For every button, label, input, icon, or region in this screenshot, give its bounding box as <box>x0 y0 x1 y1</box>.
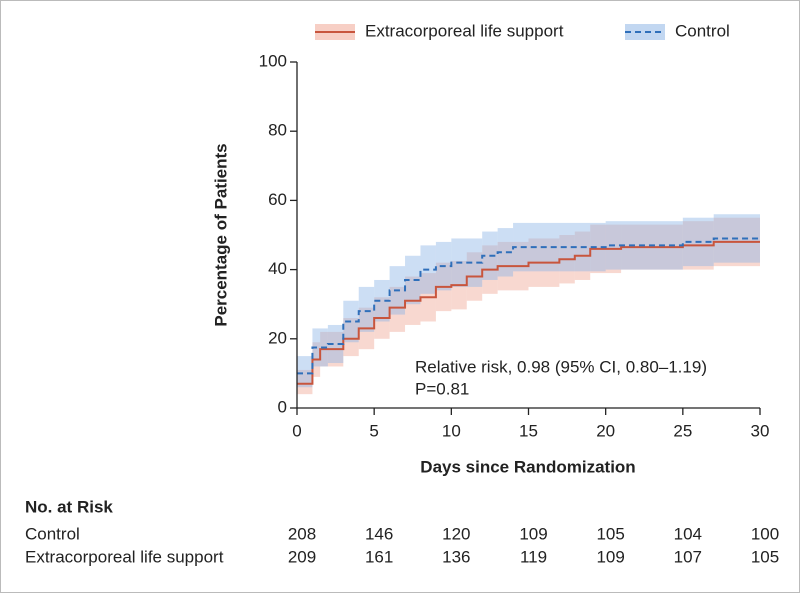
risk-value: 104 <box>674 524 702 543</box>
y-tick-label: 0 <box>278 397 287 416</box>
risk-value: 105 <box>751 547 779 566</box>
y-tick-label: 40 <box>268 259 287 278</box>
confidence-band <box>343 318 359 357</box>
y-tick-label: 80 <box>268 121 287 140</box>
risk-row-label: Control <box>25 524 80 543</box>
risk-value: 209 <box>288 547 316 566</box>
annotation: Relative risk, 0.98 (95% CI, 0.80–1.19) <box>415 357 707 376</box>
x-tick-label: 10 <box>442 421 461 440</box>
x-tick-label: 15 <box>519 421 538 440</box>
y-tick-label: 60 <box>268 190 287 209</box>
risk-value: 146 <box>365 524 393 543</box>
risk-value: 109 <box>596 547 624 566</box>
x-tick-label: 25 <box>673 421 692 440</box>
confidence-band <box>312 328 328 367</box>
confidence-band <box>327 324 344 364</box>
risk-value: 107 <box>674 547 702 566</box>
x-tick-label: 20 <box>596 421 615 440</box>
step-line <box>297 237 760 375</box>
risk-value: 105 <box>596 524 624 543</box>
x-axis-label: Days since Randomization <box>420 457 635 476</box>
risk-value: 109 <box>519 524 547 543</box>
y-axis-label: Percentage of Patients <box>211 143 230 326</box>
legend-label: Extracorporeal life support <box>365 21 564 40</box>
risk-table-title: No. at Risk <box>25 497 113 516</box>
confidence-band <box>389 286 406 332</box>
confidence-band <box>405 255 421 305</box>
confidence-band <box>297 369 313 395</box>
confidence-band <box>497 228 514 277</box>
x-tick-label: 5 <box>369 421 378 440</box>
legend-label: Control <box>675 21 730 40</box>
risk-value: 119 <box>520 547 547 566</box>
step-line <box>297 240 760 385</box>
risk-value: 120 <box>442 524 470 543</box>
risk-value: 100 <box>751 524 779 543</box>
confidence-band <box>374 279 390 322</box>
confidence-band <box>358 286 375 332</box>
y-tick-label: 20 <box>268 328 287 347</box>
risk-value: 136 <box>442 547 470 566</box>
risk-value: 161 <box>365 547 393 566</box>
x-tick-label: 30 <box>751 421 770 440</box>
risk-row-label: Extracorporeal life support <box>25 547 224 566</box>
annotation: P=0.81 <box>415 379 469 398</box>
risk-value: 208 <box>288 524 316 543</box>
x-tick-label: 0 <box>292 421 301 440</box>
y-tick-label: 100 <box>259 51 287 70</box>
confidence-band <box>297 356 313 388</box>
